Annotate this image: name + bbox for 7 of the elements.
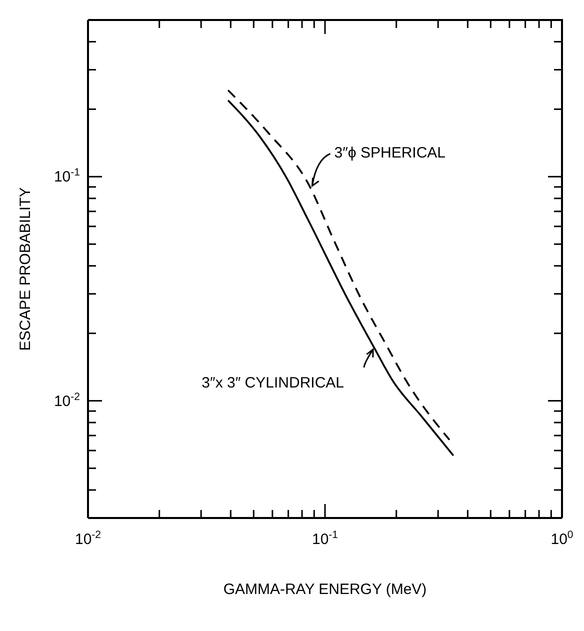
x-axis-title: GAMMA-RAY ENERGY (MeV) xyxy=(223,581,427,598)
x-tick-label: 10$^{-1}$ xyxy=(312,529,338,548)
y-axis-title: ESCAPE PROBABILITY xyxy=(17,187,34,351)
x-tick-label: 10$^{-2}$ xyxy=(74,529,102,548)
annotation: 3″ϕ SPHERICAL xyxy=(334,144,446,162)
annotation: 3″x 3″ CYLINDRICAL xyxy=(202,374,344,392)
x-tick-label: 10$^{0}$ xyxy=(550,529,574,548)
